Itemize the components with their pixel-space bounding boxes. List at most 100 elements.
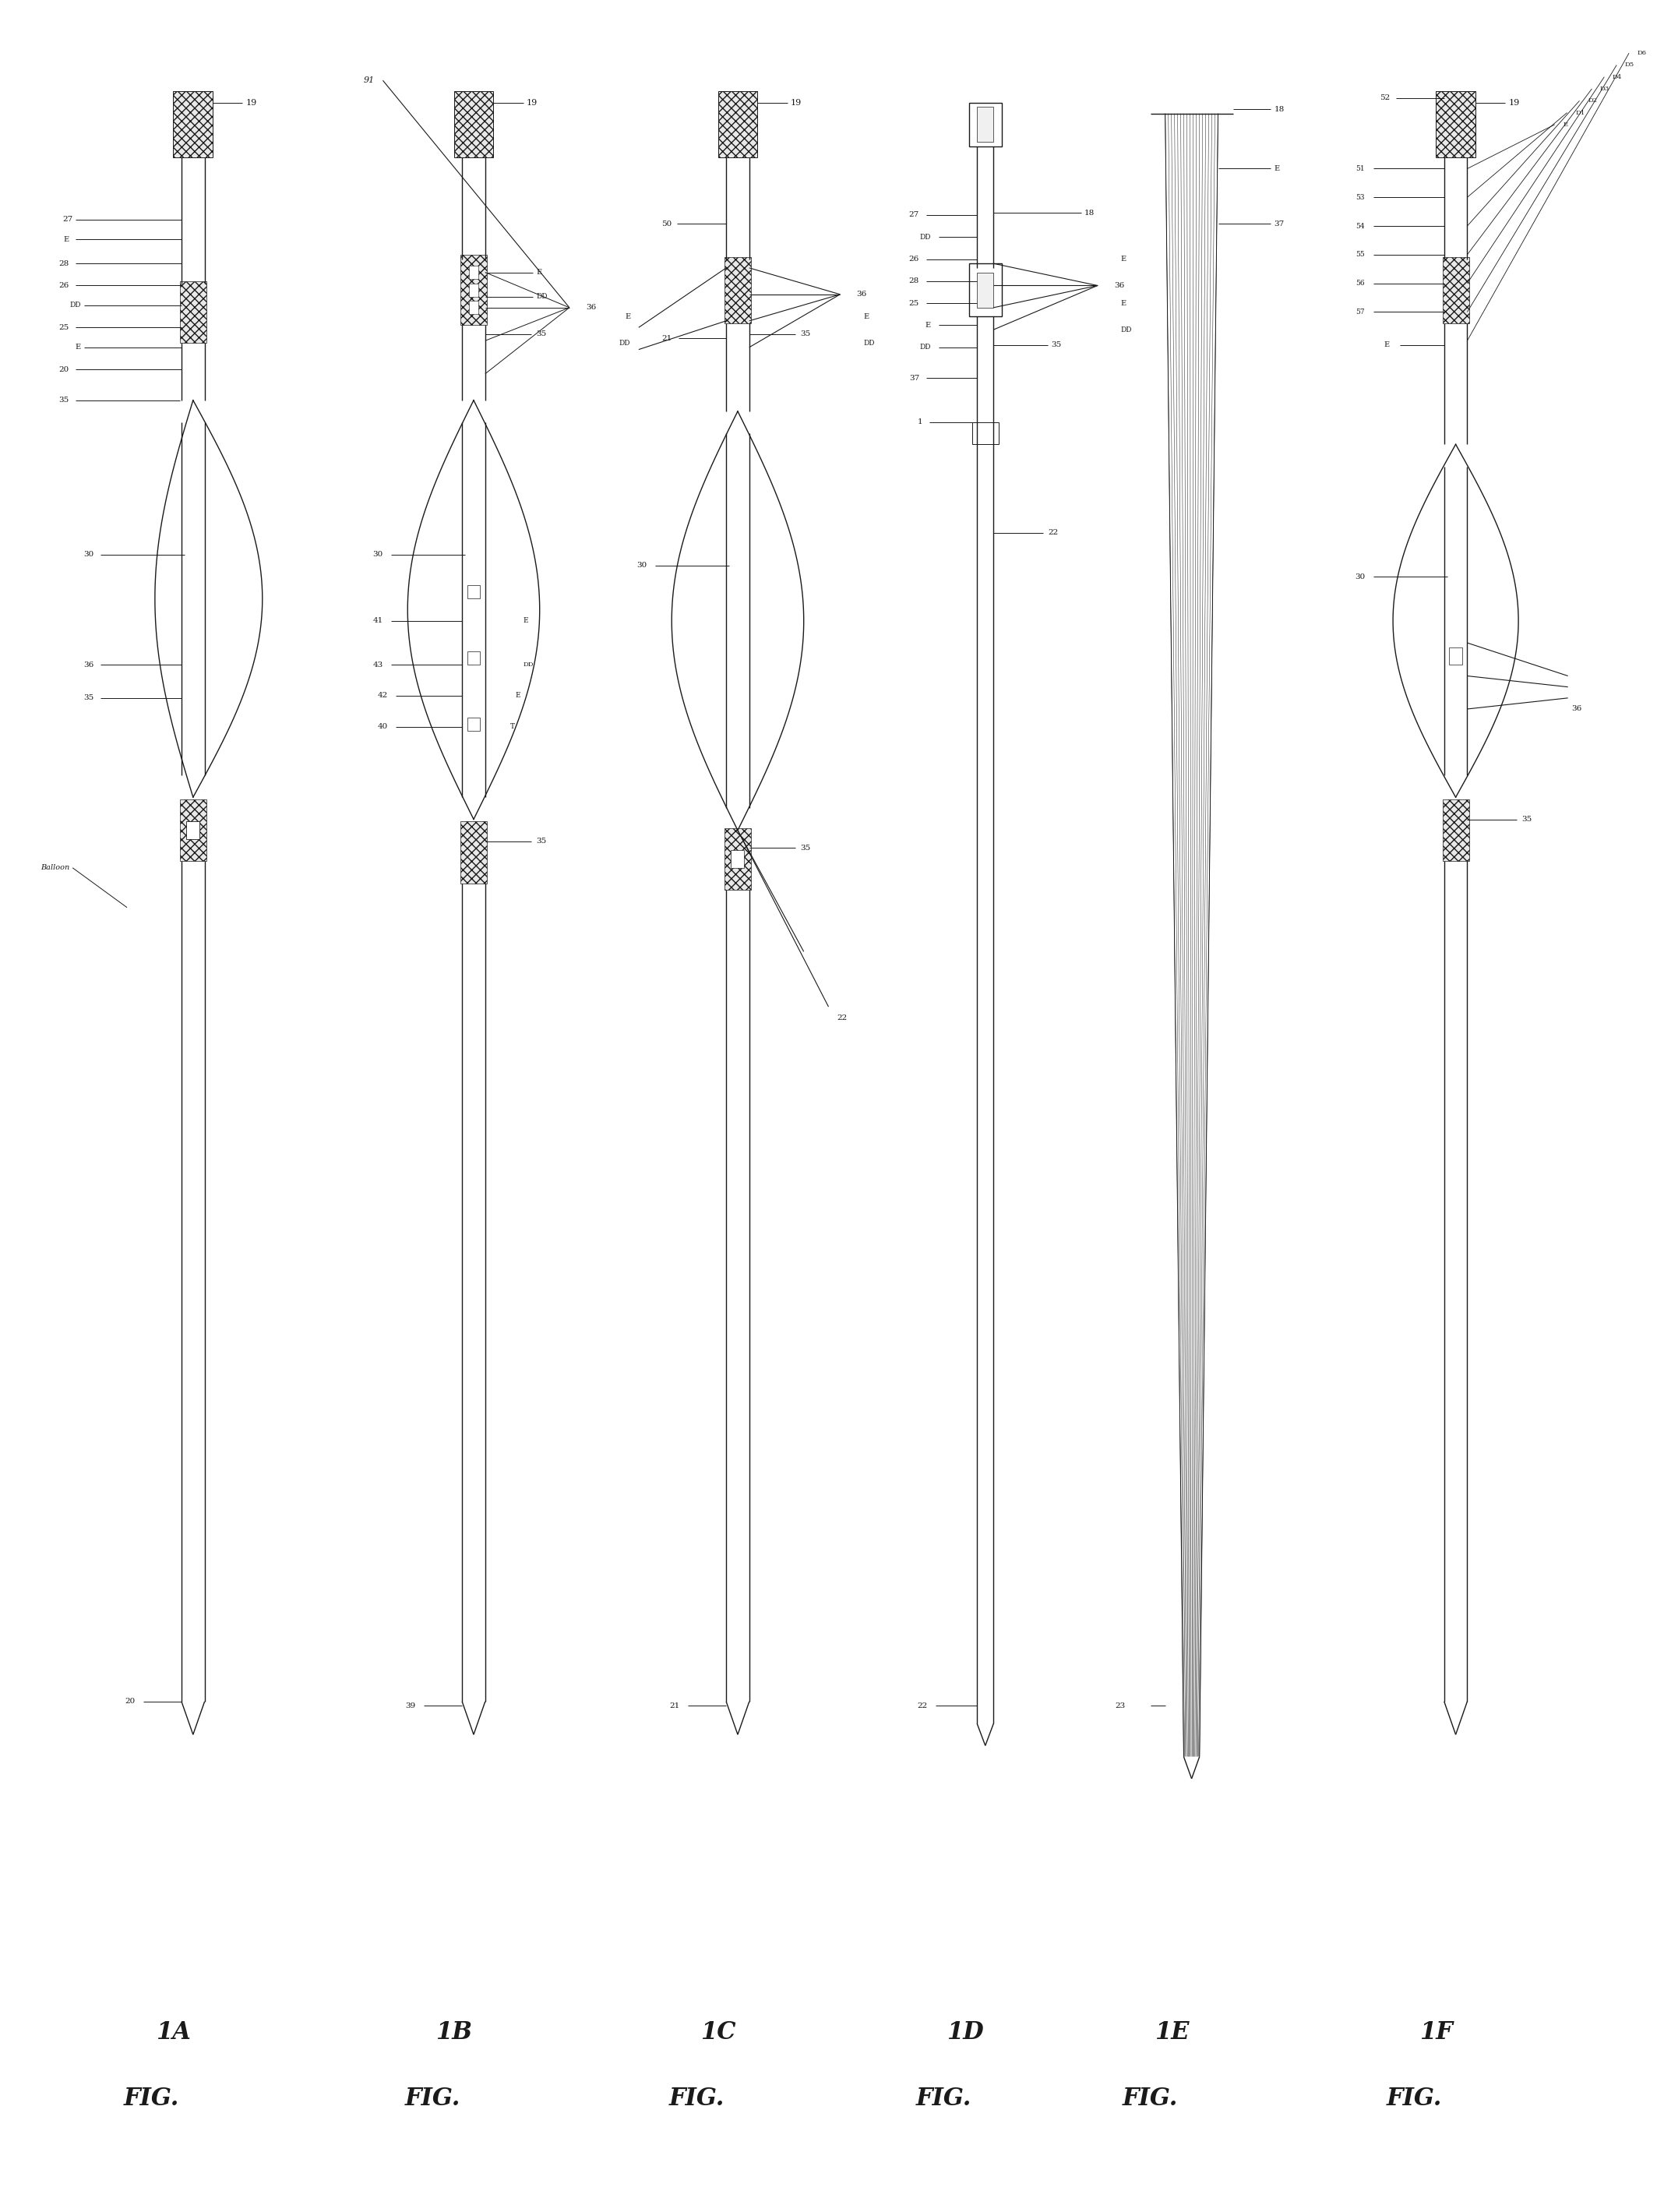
Bar (187, 821, 199, 838)
Text: DD: DD (70, 301, 81, 310)
Bar (469, 283, 479, 296)
Text: 53: 53 (1355, 195, 1365, 201)
Text: E: E (1274, 166, 1279, 173)
Text: FIG.: FIG. (124, 2086, 179, 2110)
Bar (969, 263, 1002, 316)
Bar (969, 102, 1002, 146)
Text: 25: 25 (910, 299, 920, 307)
Text: E: E (1120, 257, 1127, 263)
Text: 27: 27 (63, 217, 73, 223)
Text: D4: D4 (1612, 73, 1622, 80)
Text: 1F: 1F (1418, 2020, 1453, 2044)
Text: E: E (1563, 122, 1568, 128)
Text: 1E: 1E (1155, 2020, 1190, 2044)
Bar (174, 91, 212, 157)
Text: 28: 28 (60, 261, 70, 268)
Text: Balloon: Balloon (40, 865, 70, 872)
Text: 50: 50 (661, 221, 671, 228)
Bar (467, 586, 481, 599)
Text: DD: DD (524, 661, 534, 668)
Text: 35: 35 (537, 838, 547, 845)
Text: 36: 36 (857, 290, 867, 299)
Text: 35: 35 (60, 396, 70, 405)
Text: 20: 20 (124, 1699, 136, 1705)
Text: 57: 57 (1355, 307, 1365, 316)
Text: DD: DD (863, 338, 875, 347)
Text: 25: 25 (60, 323, 70, 332)
Text: E: E (75, 343, 81, 352)
Text: 1A: 1A (156, 2020, 191, 2044)
Text: 43: 43 (373, 661, 383, 668)
Text: 56: 56 (1355, 281, 1365, 288)
Bar (181, 799, 205, 860)
Text: 18: 18 (1084, 210, 1095, 217)
Text: 1: 1 (918, 418, 923, 425)
Text: 35: 35 (1521, 816, 1533, 823)
Text: E: E (625, 312, 630, 321)
Bar (1443, 257, 1468, 323)
Text: E: E (925, 321, 931, 330)
Text: D2: D2 (1587, 97, 1597, 104)
Text: 37: 37 (910, 374, 920, 383)
Text: DD: DD (920, 234, 931, 241)
Text: 35: 35 (85, 695, 94, 701)
Bar (731, 849, 744, 867)
Text: 35: 35 (800, 330, 810, 338)
Text: D1: D1 (1576, 111, 1584, 115)
Text: FIG.: FIG. (404, 2086, 461, 2110)
Text: 30: 30 (636, 562, 646, 568)
Text: E: E (515, 692, 520, 699)
Text: E: E (1120, 299, 1127, 307)
Bar (454, 91, 494, 157)
Text: DD: DD (620, 338, 630, 347)
Text: 26: 26 (910, 257, 920, 263)
Bar (978, 272, 994, 307)
Text: 42: 42 (378, 692, 388, 699)
Bar (717, 91, 757, 157)
Bar (1437, 91, 1475, 157)
Text: 1C: 1C (701, 2020, 736, 2044)
Text: 36: 36 (587, 303, 597, 312)
Text: 30: 30 (373, 551, 383, 557)
Text: FIG.: FIG. (669, 2086, 724, 2110)
Text: T: T (510, 723, 515, 730)
Text: DD: DD (1120, 325, 1132, 334)
Text: 1D: 1D (946, 2020, 984, 2044)
Text: 22: 22 (918, 1703, 928, 1710)
Text: 30: 30 (85, 551, 94, 557)
Text: 37: 37 (1274, 221, 1284, 228)
Text: 19: 19 (1508, 100, 1519, 106)
Text: E: E (537, 270, 542, 276)
Text: 35: 35 (537, 330, 547, 338)
Text: DD: DD (920, 343, 931, 352)
Bar (461, 821, 487, 883)
Text: 55: 55 (1355, 252, 1365, 259)
Text: 35: 35 (800, 845, 810, 852)
Bar (469, 301, 479, 314)
Bar (461, 254, 487, 325)
Text: 19: 19 (790, 100, 802, 106)
Text: 1B: 1B (436, 2020, 472, 2044)
Text: 27: 27 (910, 212, 920, 219)
Text: 28: 28 (910, 279, 920, 285)
Text: 41: 41 (373, 617, 383, 624)
Text: 22: 22 (1047, 529, 1059, 535)
Text: 21: 21 (669, 1703, 679, 1710)
Text: 22: 22 (837, 1015, 847, 1022)
Text: FIG.: FIG. (1387, 2086, 1442, 2110)
Text: 21: 21 (661, 334, 671, 343)
Text: 91: 91 (363, 77, 374, 84)
Bar (724, 827, 751, 889)
Text: 20: 20 (60, 365, 70, 374)
Bar (469, 265, 479, 279)
Text: 40: 40 (378, 723, 388, 730)
Text: FIG.: FIG. (916, 2086, 973, 2110)
Text: E: E (863, 312, 868, 321)
Text: 36: 36 (85, 661, 94, 668)
Bar (1443, 799, 1468, 860)
Text: 26: 26 (60, 283, 70, 290)
Text: 54: 54 (1355, 223, 1365, 230)
Text: 18: 18 (1274, 106, 1284, 113)
Text: 36: 36 (1114, 283, 1125, 290)
Text: 51: 51 (1355, 166, 1365, 173)
